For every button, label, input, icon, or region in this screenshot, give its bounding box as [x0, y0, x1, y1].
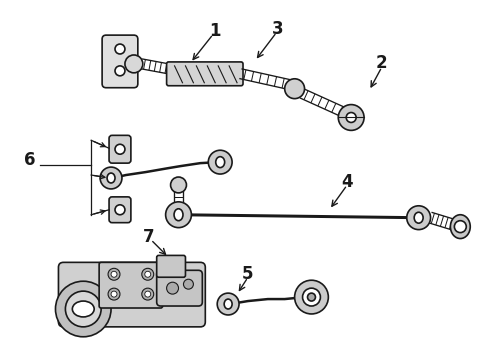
Circle shape	[167, 282, 178, 294]
Circle shape	[108, 268, 120, 280]
FancyBboxPatch shape	[157, 255, 185, 277]
Circle shape	[308, 293, 316, 301]
Circle shape	[171, 177, 187, 193]
Circle shape	[115, 44, 125, 54]
Circle shape	[208, 150, 232, 174]
Circle shape	[217, 293, 239, 315]
Circle shape	[100, 167, 122, 189]
Circle shape	[145, 271, 151, 277]
Ellipse shape	[224, 299, 232, 309]
Circle shape	[407, 206, 431, 230]
Circle shape	[346, 113, 356, 122]
Ellipse shape	[107, 173, 115, 183]
Circle shape	[145, 291, 151, 297]
Ellipse shape	[73, 301, 94, 317]
Ellipse shape	[450, 215, 470, 239]
Ellipse shape	[174, 209, 183, 221]
FancyBboxPatch shape	[109, 135, 131, 163]
Text: 1: 1	[210, 22, 221, 40]
Ellipse shape	[414, 212, 423, 223]
Circle shape	[125, 55, 143, 73]
Circle shape	[111, 271, 117, 277]
Ellipse shape	[216, 157, 224, 168]
Circle shape	[111, 291, 117, 297]
Circle shape	[115, 66, 125, 76]
Text: 7: 7	[143, 228, 154, 246]
Circle shape	[115, 205, 125, 215]
FancyBboxPatch shape	[109, 197, 131, 223]
FancyBboxPatch shape	[157, 270, 202, 306]
Circle shape	[142, 268, 154, 280]
Text: 2: 2	[375, 54, 387, 72]
Circle shape	[115, 144, 125, 154]
Circle shape	[142, 288, 154, 300]
Circle shape	[285, 79, 305, 99]
Text: 5: 5	[242, 265, 254, 283]
Circle shape	[183, 279, 194, 289]
FancyBboxPatch shape	[167, 62, 243, 86]
FancyBboxPatch shape	[58, 262, 205, 327]
Circle shape	[166, 202, 192, 228]
Circle shape	[454, 221, 466, 233]
Text: 4: 4	[342, 173, 353, 191]
FancyBboxPatch shape	[99, 262, 163, 308]
Circle shape	[55, 281, 111, 337]
Circle shape	[294, 280, 328, 314]
Circle shape	[338, 105, 364, 130]
Text: 3: 3	[272, 20, 284, 38]
Circle shape	[65, 291, 101, 327]
Circle shape	[302, 288, 320, 306]
Text: 6: 6	[24, 151, 35, 169]
Circle shape	[108, 288, 120, 300]
FancyBboxPatch shape	[102, 35, 138, 88]
